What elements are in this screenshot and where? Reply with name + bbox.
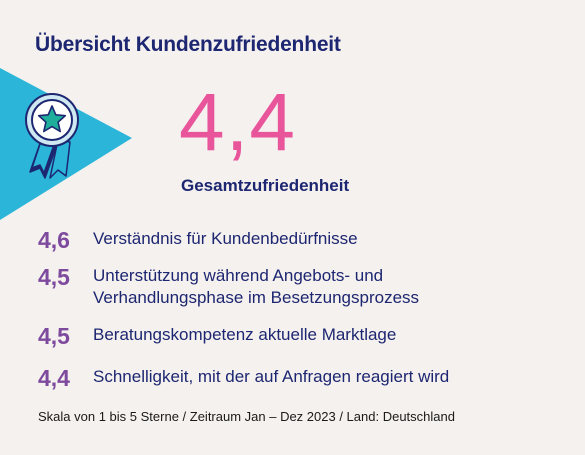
footnote: Skala von 1 bis 5 Sterne / Zeitraum Jan …	[38, 409, 455, 424]
metric-label: Schnelligkeit, mit der auf Anfragen reag…	[93, 367, 450, 386]
metric-row: 4,4 Schnelligkeit, mit der auf Anfragen …	[38, 367, 533, 390]
award-ribbon-icon	[0, 68, 132, 220]
metric-score: 4,5	[38, 323, 70, 349]
overall-score: 4,4	[179, 77, 296, 168]
metric-row: 4,5 Beratungskompetenz aktuelle Marktlag…	[38, 325, 493, 348]
metric-score: 4,4	[38, 365, 70, 391]
overall-label: Gesamtzufriedenheit	[181, 176, 350, 195]
metric-score: 4,6	[38, 227, 70, 253]
page-title: Übersicht Kundenzufriedenheit	[35, 33, 341, 56]
metric-label: Unterstützung während Angebots- und Verh…	[93, 266, 420, 307]
metric-row: 4,5 Unterstützung während Angebots- und …	[38, 266, 473, 309]
award-banner	[0, 68, 135, 220]
metric-row: 4,6 Verständnis für Kundenbedürfnisse	[38, 229, 493, 252]
metric-label: Verständnis für Kundenbedürfnisse	[93, 229, 358, 248]
metric-score: 4,5	[38, 264, 70, 290]
metric-label: Beratungskompetenz aktuelle Marktlage	[93, 325, 397, 344]
